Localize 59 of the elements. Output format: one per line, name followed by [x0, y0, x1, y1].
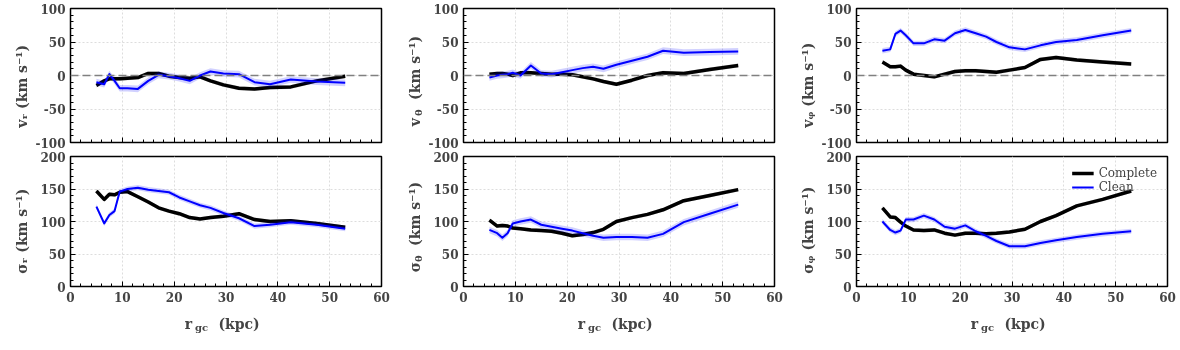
- y-tick-label: 0: [57, 280, 66, 295]
- y-axis-title: σᵩ (km s⁻¹): [799, 186, 816, 274]
- y-tick-label: 100: [40, 2, 66, 17]
- y-axis-title: vᵣ (km s⁻¹): [13, 44, 30, 129]
- y-tick-label: -100: [35, 136, 66, 151]
- y-tick-label: 200: [826, 150, 852, 165]
- x-tick-label: 20: [165, 290, 183, 305]
- y-tick-label: 50: [834, 248, 852, 262]
- x-tick-label: 10: [899, 290, 917, 305]
- y-tick-label: -100: [428, 136, 459, 151]
- y-tick-label: 100: [826, 2, 852, 17]
- x-tick-label: 40: [1055, 290, 1073, 305]
- y-tick-label: -100: [821, 136, 852, 151]
- y-tick-label: 200: [433, 150, 459, 165]
- x-axis-title: rgc (kpc): [184, 315, 260, 333]
- legend-label: Complete: [1098, 166, 1157, 180]
- y-tick-label: -50: [829, 103, 852, 117]
- y-tick-label: 150: [40, 183, 66, 197]
- x-tick-label: 40: [269, 290, 287, 305]
- y-axis-title: vᵩ (km s⁻¹): [799, 42, 816, 129]
- x-tick-label: 60: [373, 290, 390, 305]
- y-tick-label: 100: [433, 215, 459, 230]
- y-tick-label: 50: [834, 36, 852, 50]
- y-tick-label: 200: [40, 150, 66, 165]
- x-tick-label: 50: [714, 290, 732, 305]
- y-axis-title: vθ (km s⁻¹): [406, 35, 424, 128]
- y-axis-title: σᵣ (km s⁻¹): [13, 188, 30, 274]
- y-tick-label: 0: [450, 69, 459, 84]
- x-tick-label: 30: [1003, 290, 1021, 305]
- x-tick-label: 10: [506, 290, 524, 305]
- y-tick-label: 50: [441, 248, 459, 262]
- x-tick-label: 50: [1107, 290, 1125, 305]
- y-tick-label: 50: [441, 36, 459, 50]
- x-tick-label: 10: [113, 290, 131, 305]
- x-axis-title: rgc (kpc): [970, 315, 1046, 333]
- y-tick-label: 100: [826, 215, 852, 230]
- x-tick-label: 20: [951, 290, 969, 305]
- y-tick-label: 150: [826, 183, 852, 197]
- y-tick-label: 0: [843, 280, 852, 295]
- x-tick-label: 60: [1159, 290, 1176, 305]
- x-tick-label: 50: [321, 290, 339, 305]
- x-axis-title: rgc (kpc): [577, 315, 653, 333]
- x-tick-label: 20: [558, 290, 576, 305]
- y-tick-label: 150: [433, 183, 459, 197]
- y-tick-label: 100: [40, 215, 66, 230]
- legend-label: Clean: [1098, 180, 1134, 194]
- y-tick-label: 0: [57, 69, 66, 84]
- y-tick-label: 0: [450, 280, 459, 295]
- y-tick-label: 50: [48, 36, 66, 50]
- x-tick-label: 30: [217, 290, 235, 305]
- y-axis-title: σθ (km s⁻¹): [406, 181, 424, 273]
- x-tick-label: 40: [662, 290, 680, 305]
- y-tick-label: -50: [43, 103, 66, 117]
- y-tick-label: 100: [433, 2, 459, 17]
- x-tick-label: 60: [766, 290, 783, 305]
- y-tick-label: -50: [436, 103, 459, 117]
- y-tick-label: 50: [48, 248, 66, 262]
- x-tick-label: 30: [610, 290, 628, 305]
- y-tick-label: 0: [843, 69, 852, 84]
